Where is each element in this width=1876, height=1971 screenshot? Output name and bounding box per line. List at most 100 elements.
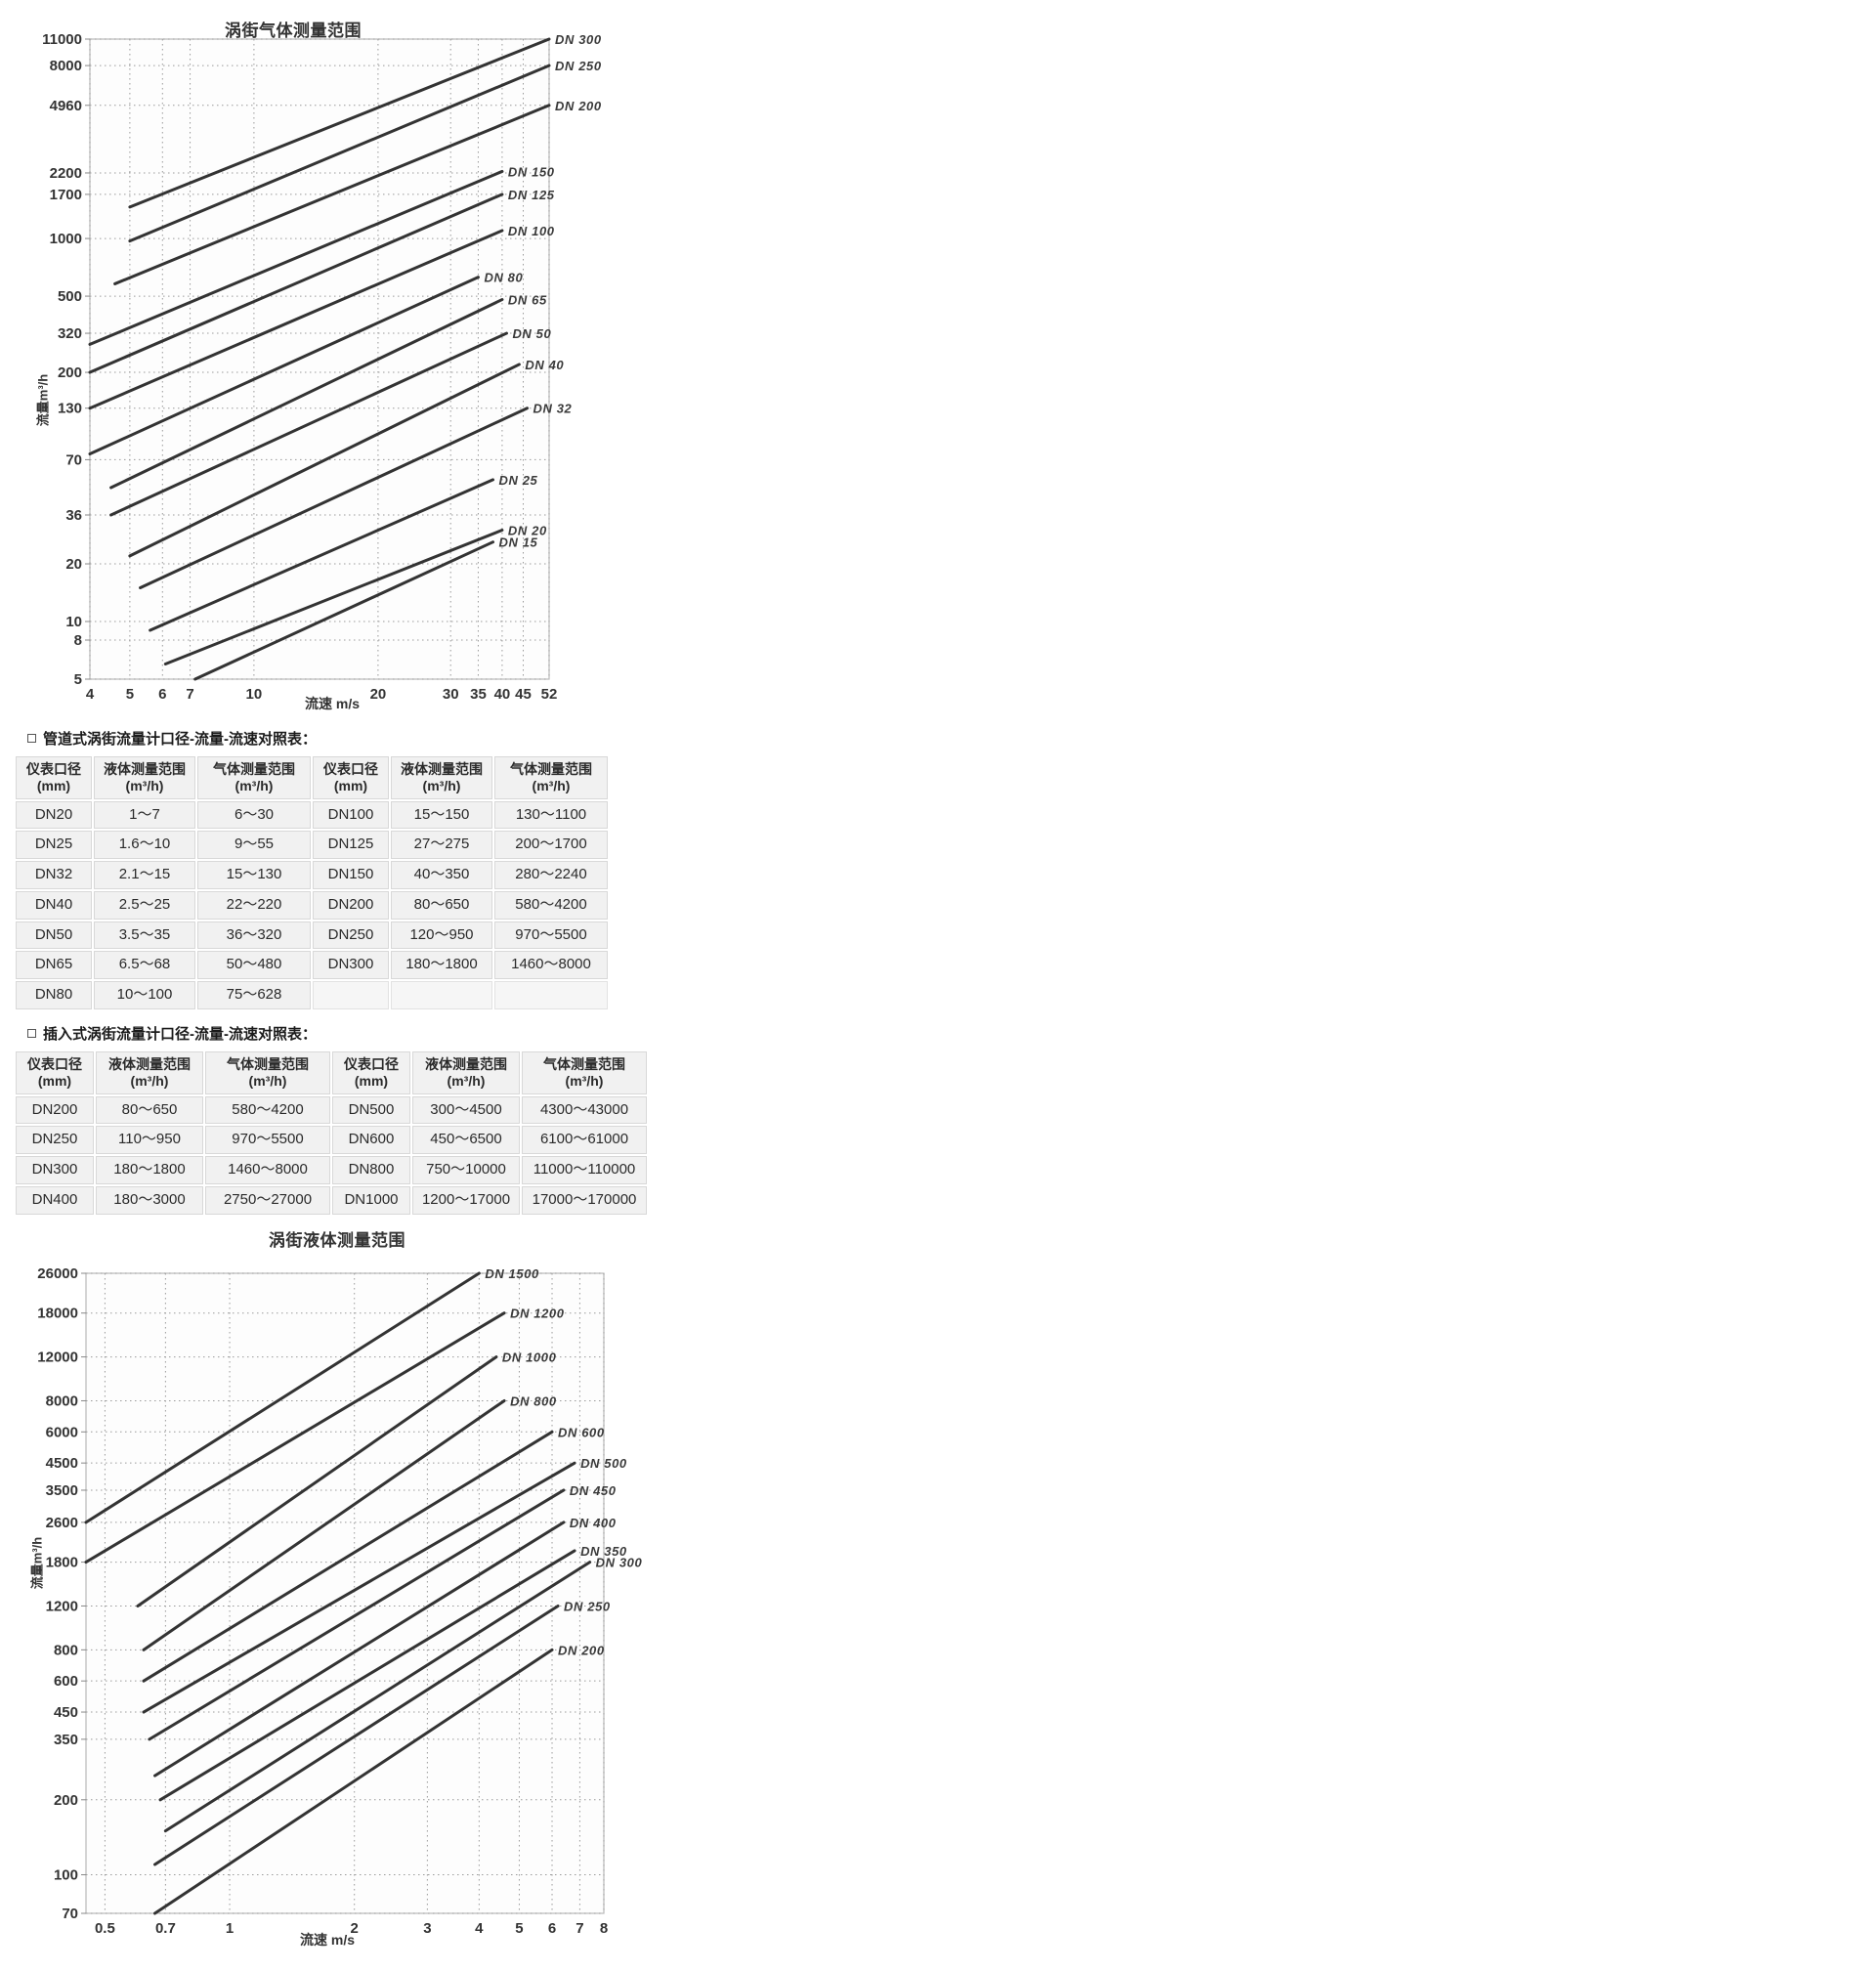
table-column-header: 气体测量范围 (m³/h) — [197, 756, 311, 799]
series-label: DN 1500 — [485, 1266, 539, 1281]
series-label: DN 100 — [508, 224, 555, 238]
series-line — [136, 1355, 498, 1607]
header-line-1: 液体测量范围 — [104, 761, 186, 777]
table-row: DN32 2.1～15 15～130 DN150 40～350 280～2240 — [16, 861, 608, 889]
table-cell: 300～4500 — [412, 1095, 520, 1125]
x-tick-label: 6 — [158, 686, 166, 703]
table-cell: 580～4200 — [494, 890, 608, 920]
header-line-1: 仪表口径 — [323, 761, 378, 777]
table-cell: 180～3000 — [96, 1185, 203, 1215]
series-line — [153, 1648, 554, 1915]
table-cell: DN125 — [313, 831, 389, 860]
table-row: DN65 6.5～68 50～480 DN300 180～1800 1460～8000 — [16, 951, 608, 980]
series-line — [113, 104, 551, 285]
header-line-2: (m³/h) — [130, 1072, 169, 1089]
series-label: DN 1000 — [502, 1350, 557, 1365]
series-line — [193, 540, 495, 681]
table-cell: 2.1～15 — [94, 861, 195, 889]
table-cell: 750～10000 — [412, 1156, 520, 1184]
table-cell: 22～220 — [197, 890, 311, 920]
series-line — [88, 169, 504, 346]
table-row: DN80 10～100 75～628 — [16, 981, 608, 1009]
caption-bullet-icon — [27, 733, 36, 743]
table-cell: 970～5500 — [205, 1126, 330, 1155]
y-tick-label: 1700 — [50, 187, 82, 203]
header-line-1: 液体测量范围 — [401, 761, 483, 777]
table-cell: 15～130 — [197, 861, 311, 889]
y-tick-label: 350 — [54, 1732, 78, 1748]
table-column-header: 气体测量范围 (m³/h) — [205, 1051, 330, 1094]
series-line — [142, 1430, 554, 1683]
table-cell: 1460～8000 — [494, 951, 608, 980]
y-tick-label: 130 — [58, 401, 82, 417]
series-label: DN 20 — [508, 524, 547, 538]
table-cell: 3.5～35 — [94, 921, 195, 950]
y-tick-label: 2600 — [46, 1515, 78, 1531]
table-column-header: 气体测量范围 (m³/h) — [494, 756, 608, 799]
gas-chart-plot-area: 5 8 10 20 36 70 130 200 320 500 1000 1700 2200 4960 80… — [42, 31, 601, 703]
table-row: DN20 1～7 6～30 DN100 15～150 130～1100 — [16, 800, 608, 830]
x-tick-label: 0.7 — [155, 1920, 176, 1937]
series-label: DN 600 — [558, 1425, 605, 1439]
header-line-2: (mm) — [354, 1072, 389, 1089]
table-column-header: 液体测量范围 (m³/h) — [412, 1051, 520, 1094]
table-cell: 2750～27000 — [205, 1185, 330, 1215]
series-line — [128, 363, 521, 558]
series-line — [88, 276, 480, 456]
table-cell — [494, 981, 608, 1009]
header-line-2: (m³/h) — [125, 777, 164, 793]
series-line — [109, 331, 508, 517]
series-label: DN 250 — [564, 1599, 611, 1613]
gas-chart-x-axis-label: 流速 m/s — [304, 696, 361, 711]
series-line — [153, 1521, 566, 1778]
y-tick-label: 200 — [54, 1792, 78, 1809]
series-line — [149, 478, 495, 632]
series-label: DN 65 — [508, 293, 547, 308]
series-label: DN 200 — [558, 1643, 605, 1657]
header-line-1: 仪表口径 — [344, 1056, 399, 1072]
x-tick-label: 52 — [541, 686, 558, 703]
insertion-table-caption: 插入式涡街流量计口径-流量-流速对照表： — [27, 1023, 317, 1044]
series-label: DN 40 — [525, 358, 564, 372]
table-cell: DN300 — [313, 951, 389, 980]
x-tick-label: 7 — [576, 1920, 583, 1937]
x-tick-label: 45 — [515, 686, 532, 703]
series-line — [158, 1549, 576, 1802]
table-cell: 120～950 — [391, 921, 492, 950]
table-cell: 580～4200 — [205, 1095, 330, 1125]
table-cell: 450～6500 — [412, 1126, 520, 1155]
table-cell: 11000～110000 — [522, 1156, 647, 1184]
table-column-header: 仪表口径 (mm) — [16, 756, 92, 799]
series-label: DN 500 — [580, 1456, 627, 1471]
table-cell: 36～320 — [197, 921, 311, 950]
liquid-chart-x-axis-label: 流速 m/s — [299, 1932, 356, 1948]
table-cell: 80～650 — [391, 890, 492, 920]
table-column-header: 液体测量范围 (m³/h) — [391, 756, 492, 799]
y-tick-label: 600 — [54, 1673, 78, 1690]
series-line — [163, 529, 504, 665]
x-tick-label: 10 — [246, 686, 263, 703]
y-tick-label: 12000 — [37, 1350, 78, 1366]
table-row: DN300 180～1800 1460～8000 DN800 750～10000 1100… — [16, 1156, 647, 1184]
table-cell: 1.6～10 — [94, 831, 195, 860]
series-label: DN 15 — [499, 536, 538, 550]
table-row: DN250 110～950 970～5500 DN600 450～6500 6100～61… — [16, 1126, 647, 1155]
table-cell: 80～650 — [96, 1095, 203, 1125]
plot-frame — [85, 1272, 605, 1914]
series-label: DN 125 — [508, 188, 555, 202]
y-tick-label: 70 — [65, 451, 82, 468]
series-line — [88, 229, 504, 410]
y-tick-label: 800 — [54, 1642, 78, 1658]
y-tick-label: 6000 — [46, 1424, 78, 1440]
x-tick-label: 40 — [494, 686, 511, 703]
y-tick-label: 320 — [58, 325, 82, 342]
table-column-header: 液体测量范围 (m³/h) — [94, 756, 195, 799]
y-tick-label: 1000 — [50, 231, 82, 247]
table-cell: DN200 — [313, 890, 389, 920]
table-cell: 10～100 — [94, 981, 195, 1009]
series-label: DN 150 — [508, 164, 555, 179]
series-line — [109, 298, 504, 490]
series-line — [84, 1311, 506, 1564]
table-cell: DN65 — [16, 951, 92, 980]
table-cell: DN32 — [16, 861, 92, 889]
